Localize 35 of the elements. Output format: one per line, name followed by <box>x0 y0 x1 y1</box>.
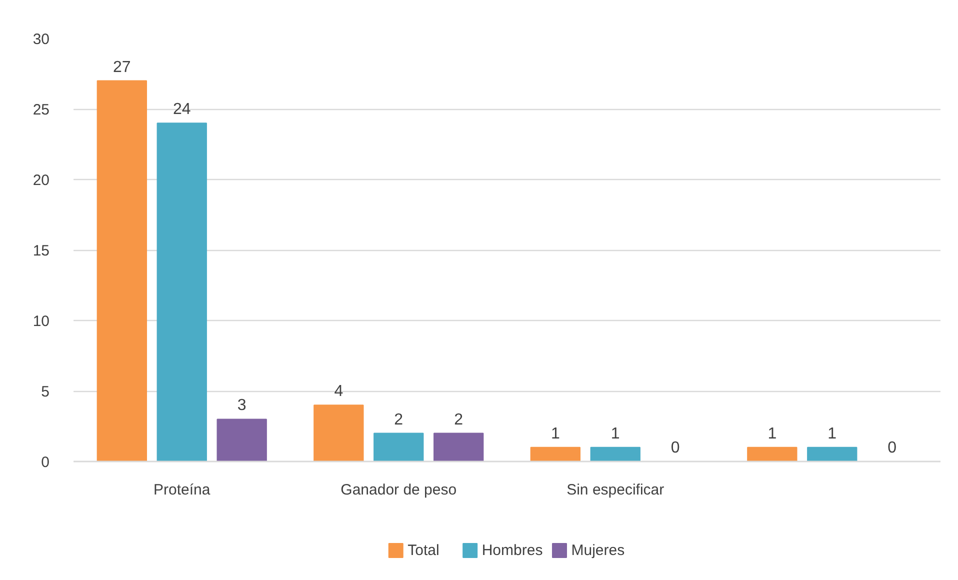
x-tick-label: Ganador de peso <box>340 482 457 498</box>
data-label: 4 <box>334 383 344 400</box>
y-tick-label: 15 <box>32 242 50 260</box>
y-tick-label: 25 <box>32 102 50 118</box>
bar <box>807 446 858 462</box>
x-tick-label: Proteína <box>154 482 211 498</box>
y-tick-label: 20 <box>32 172 50 189</box>
y-tick-label: 5 <box>41 384 50 400</box>
bar <box>314 404 364 462</box>
data-label: 1 <box>610 425 620 442</box>
bar <box>96 80 147 462</box>
bar <box>374 432 424 462</box>
bar <box>216 418 267 462</box>
data-label: 2 <box>394 411 404 428</box>
bar <box>590 446 640 462</box>
data-label: 0 <box>670 440 680 456</box>
data-label: 0 <box>888 440 897 456</box>
bar <box>530 446 580 462</box>
y-tick-label: 0 <box>41 454 50 471</box>
legend-label: Mujeres <box>571 542 625 559</box>
bar <box>434 432 484 462</box>
y-tick-label: 30 <box>32 31 50 48</box>
data-label: 24 <box>172 101 191 118</box>
bar <box>156 122 207 462</box>
data-label: 1 <box>828 425 837 442</box>
data-label: 1 <box>550 425 560 442</box>
data-label: 2 <box>454 411 464 428</box>
x-tick-label: Sin especificar <box>566 482 664 498</box>
data-label: 27 <box>113 58 131 76</box>
y-tick-label: 10 <box>32 313 50 330</box>
bar <box>747 446 798 462</box>
legend-label: Hombres <box>482 542 543 559</box>
data-label: 3 <box>237 397 246 414</box>
legend-label: Total <box>408 542 440 559</box>
data-label: 1 <box>768 425 777 442</box>
